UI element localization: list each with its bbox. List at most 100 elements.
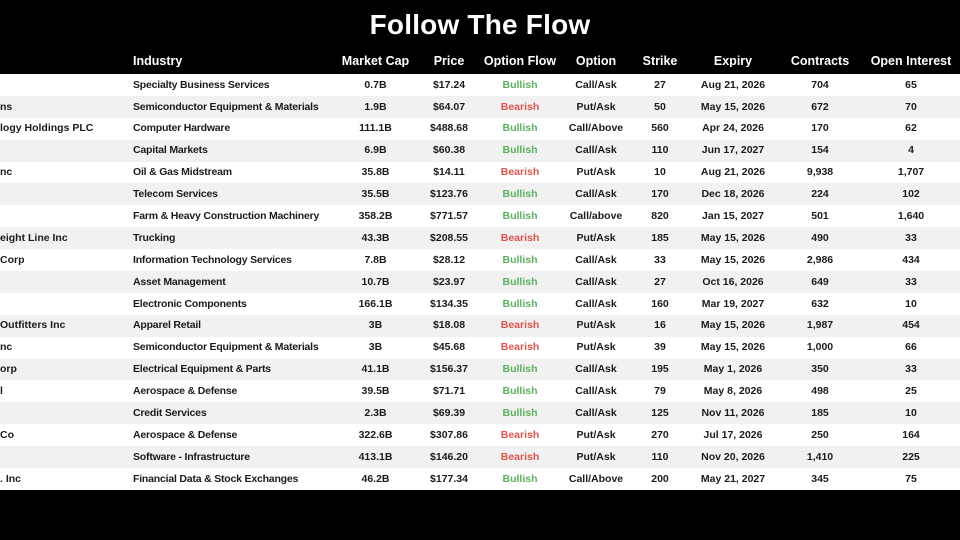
cell-price: $28.12 bbox=[432, 254, 466, 266]
table-row: Corp Information Technology Services 7.8B $… bbox=[0, 249, 960, 272]
column-header-strike: Strike bbox=[642, 54, 678, 68]
cell-contracts: 350 bbox=[811, 364, 829, 375]
cell-open-interest: 102 bbox=[902, 189, 920, 200]
options-flow-table: Industry Market Cap Price Option Flow Option… bbox=[0, 48, 960, 490]
cell-expiry: May 15, 2026 bbox=[700, 254, 766, 266]
cell-market-cap: 35.5B bbox=[361, 189, 390, 200]
cell-contracts: 632 bbox=[811, 298, 829, 310]
cell-option-flow: Bearish bbox=[500, 342, 540, 353]
cell-open-interest: 33 bbox=[905, 232, 917, 244]
table-row: nc Oil & Gas Midstream 35.8B $14.11 Bearish P… bbox=[0, 161, 960, 184]
cell-industry: Financial Data & Stock Exchanges bbox=[133, 473, 299, 485]
cell-option: Call/Ask bbox=[575, 408, 617, 419]
cell-option-flow: Bearish bbox=[500, 429, 540, 441]
column-header-expiry: Expiry bbox=[713, 54, 753, 68]
cell-market-cap: 6.9B bbox=[364, 145, 387, 156]
cell-strike: 110 bbox=[651, 145, 669, 156]
cell-strike: 125 bbox=[651, 408, 669, 419]
cell-contracts: 704 bbox=[811, 79, 829, 91]
cell-industry: Electronic Components bbox=[133, 298, 247, 310]
table-row: l Aerospace & Defense 39.5B $71.71 Bullish Ca… bbox=[0, 380, 960, 403]
cell-market-cap: 46.2B bbox=[361, 473, 390, 485]
column-header-price: Price bbox=[433, 54, 465, 68]
column-header-market-cap: Market Cap bbox=[341, 54, 410, 68]
cell-expiry: May 15, 2026 bbox=[700, 342, 766, 353]
cell-company-name: nc bbox=[0, 167, 13, 178]
cell-option: Put/Ask bbox=[576, 342, 616, 353]
cell-contracts: 2,986 bbox=[806, 254, 834, 266]
cell-price: $123.76 bbox=[430, 189, 468, 200]
cell-option: Put/Ask bbox=[576, 451, 616, 463]
table-row: Electronic Components 166.1B $134.35 Bullis… bbox=[0, 292, 960, 315]
table-row: Co Aerospace & Defense 322.6B $307.86 Bearis… bbox=[0, 424, 960, 447]
cell-industry: Apparel Retail bbox=[133, 320, 201, 331]
cell-open-interest: 1,707 bbox=[897, 167, 925, 178]
cell-strike: 270 bbox=[651, 429, 669, 441]
cell-open-interest: 1,640 bbox=[897, 211, 925, 222]
cell-price: $208.55 bbox=[430, 232, 468, 244]
cell-option: Call/Ask bbox=[575, 79, 617, 91]
cell-price: $14.11 bbox=[433, 167, 465, 178]
cell-strike: 195 bbox=[651, 364, 669, 375]
cell-expiry: Oct 16, 2026 bbox=[702, 276, 764, 288]
cell-industry: Asset Management bbox=[133, 276, 226, 288]
cell-market-cap: 2.3B bbox=[364, 408, 387, 419]
cell-expiry: Aug 21, 2026 bbox=[700, 79, 766, 91]
bottom-black-bar bbox=[0, 490, 960, 540]
cell-contracts: 9,938 bbox=[806, 167, 834, 178]
cell-contracts: 250 bbox=[811, 429, 829, 441]
cell-expiry: May 15, 2026 bbox=[700, 101, 766, 113]
cell-price: $69.39 bbox=[432, 408, 466, 419]
cell-price: $146.20 bbox=[430, 451, 468, 463]
cell-expiry: May 15, 2026 bbox=[700, 232, 766, 244]
cell-strike: 27 bbox=[654, 276, 666, 288]
cell-strike: 27 bbox=[654, 79, 666, 91]
cell-strike: 110 bbox=[651, 451, 669, 463]
table-row: Outfitters Inc Apparel Retail 3B $18.08 Bear… bbox=[0, 314, 960, 337]
cell-price: $71.71 bbox=[432, 386, 466, 397]
cell-expiry: Nov 20, 2026 bbox=[701, 451, 765, 463]
cell-open-interest: 10 bbox=[905, 408, 917, 419]
cell-price: $60.38 bbox=[432, 145, 466, 156]
cell-expiry: Apr 24, 2026 bbox=[702, 123, 764, 134]
cell-industry: Specialty Business Services bbox=[133, 79, 270, 91]
cell-option-flow: Bearish bbox=[500, 320, 540, 331]
cell-open-interest: 33 bbox=[905, 276, 917, 288]
cell-open-interest: 454 bbox=[902, 320, 920, 331]
cell-market-cap: 358.2B bbox=[358, 211, 393, 222]
column-header-open-interest: Open Interest bbox=[870, 54, 952, 68]
cell-industry: Semiconductor Equipment & Materials bbox=[133, 101, 319, 113]
cell-company-name: logy Holdings PLC bbox=[0, 123, 94, 134]
cell-strike: 10 bbox=[654, 167, 666, 178]
cell-expiry: Mar 19, 2027 bbox=[701, 298, 765, 310]
cell-contracts: 224 bbox=[811, 189, 829, 200]
cell-option-flow: Bullish bbox=[502, 408, 538, 419]
cell-option: Put/Ask bbox=[576, 429, 616, 441]
cell-option-flow: Bullish bbox=[502, 276, 538, 288]
cell-expiry: Nov 11, 2026 bbox=[701, 408, 765, 419]
column-header-option-flow: Option Flow bbox=[483, 54, 557, 68]
cell-contracts: 154 bbox=[811, 145, 829, 156]
cell-option-flow: Bullish bbox=[502, 254, 538, 266]
cell-market-cap: 35.8B bbox=[361, 167, 390, 178]
cell-contracts: 649 bbox=[811, 276, 829, 288]
cell-option-flow: Bullish bbox=[502, 364, 538, 375]
cell-open-interest: 70 bbox=[905, 101, 917, 113]
cell-open-interest: 225 bbox=[902, 451, 920, 463]
cell-strike: 50 bbox=[654, 101, 666, 113]
cell-price: $134.35 bbox=[430, 298, 468, 310]
cell-company-name: orp bbox=[0, 364, 17, 375]
cell-option-flow: Bullish bbox=[502, 298, 538, 310]
cell-industry: Telecom Services bbox=[133, 189, 218, 200]
cell-price: $45.68 bbox=[432, 342, 466, 353]
cell-company-name: Co bbox=[0, 429, 14, 441]
cell-market-cap: 43.3B bbox=[361, 232, 390, 244]
cell-option-flow: Bearish bbox=[500, 451, 540, 463]
cell-industry: Trucking bbox=[133, 232, 176, 244]
cell-open-interest: 434 bbox=[902, 254, 920, 266]
cell-price: $17.24 bbox=[432, 79, 466, 91]
cell-strike: 16 bbox=[654, 320, 666, 331]
cell-expiry: Jan 15, 2027 bbox=[702, 211, 764, 222]
cell-option: Call/Ask bbox=[575, 189, 617, 200]
